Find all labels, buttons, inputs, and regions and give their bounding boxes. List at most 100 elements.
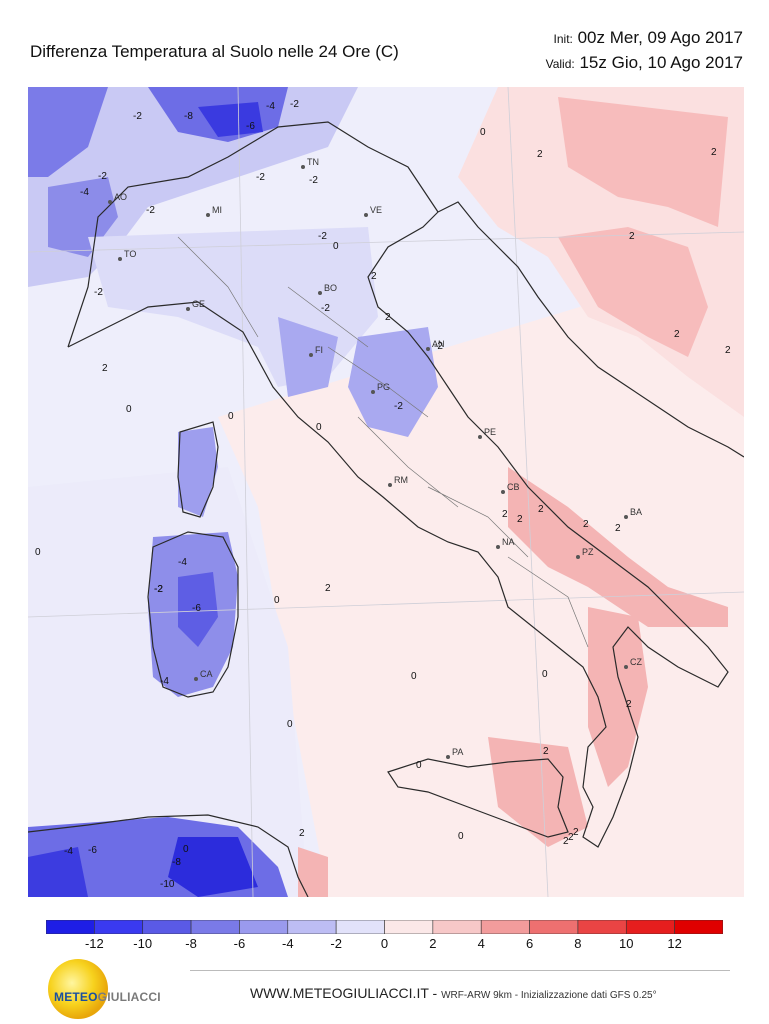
footer-divider <box>190 970 730 971</box>
latitude-line <box>28 231 744 253</box>
colorbar-tick: 2 <box>429 936 437 951</box>
city-label: CA <box>200 669 213 679</box>
city-markers: AO TO MI TN VE GE BO FI AN PG PE RM CB NA BA PZ CZ PA CA <box>108 157 642 759</box>
city-dot <box>371 390 375 394</box>
contour-label: 2 <box>615 523 621 534</box>
contour-label: -6 <box>192 603 201 614</box>
contour-label: -2 <box>309 175 318 186</box>
contour-label: 0 <box>411 671 417 682</box>
contour-label: -2 <box>98 171 107 182</box>
contour-label: 2 <box>325 583 331 594</box>
city-label: BA <box>630 507 642 517</box>
contour-label: 2 <box>674 329 680 340</box>
colorbar-tick: -10 <box>133 936 153 951</box>
colorbar-tick: 8 <box>574 936 582 951</box>
temperature-difference-map: AO TO MI TN VE GE BO FI AN PG PE RM CB NA BA PZ CZ PA CA -… <box>28 87 744 897</box>
colorbar-swatch <box>577 920 627 934</box>
contour-label: 2 <box>711 147 717 158</box>
coastline-sicily <box>387 758 569 838</box>
warm-patch-apulia <box>508 467 728 627</box>
contour-label: 2 <box>583 519 589 530</box>
sun-icon <box>48 959 108 1019</box>
contour-label: 0 <box>35 547 41 558</box>
contour-label: 0 <box>416 760 422 771</box>
contour-label: 2 <box>725 345 731 356</box>
coastline-sardinia <box>147 531 239 698</box>
city-label: PG <box>377 382 390 392</box>
colorbar-swatch <box>287 920 337 934</box>
contour-label: 2 <box>573 827 579 838</box>
colorbar-swatch <box>94 920 144 934</box>
city-dot <box>388 483 392 487</box>
contour-label: -8 <box>184 111 193 122</box>
colorbar-swatch <box>625 920 675 934</box>
city-label: GE <box>192 299 205 309</box>
city-label: PZ <box>582 547 594 557</box>
contour-label: -2 <box>146 205 155 216</box>
cold-patch-umbria <box>348 327 438 437</box>
city-label: AN <box>432 339 445 349</box>
contour-label: -2 <box>434 341 443 352</box>
colorbar-swatch <box>46 920 95 934</box>
colorbar-swatch <box>190 920 240 934</box>
colorbar-swatch <box>480 920 530 934</box>
contour-label: 2 <box>502 509 508 520</box>
city-label: PA <box>452 747 463 757</box>
colorbar-tick: -8 <box>185 936 197 951</box>
valid-label: Valid: <box>545 57 575 71</box>
contour-label: 0 <box>228 411 234 422</box>
contour-label: -6 <box>246 121 255 132</box>
contour-label: 0 <box>316 422 322 433</box>
city-dot <box>206 213 210 217</box>
colorbar-tick: -4 <box>282 936 294 951</box>
city-dot <box>478 435 482 439</box>
contour-label: 2 <box>629 231 635 242</box>
cold-patch-sardinia-core <box>178 572 218 647</box>
contour-label: 0 <box>480 127 486 138</box>
coastline-italy <box>67 211 729 848</box>
contour-label: 0 <box>274 595 280 606</box>
city-label: FI <box>315 345 323 355</box>
city-dot <box>364 213 368 217</box>
contour-label: 2 <box>537 149 543 160</box>
contour-label: -2 <box>256 172 265 183</box>
meteogiuliacci-logo <box>48 959 108 1019</box>
contour-labels: -2 -8-4 -2-60-2 -2-4-2-2-202 2222-2-20202-22… <box>35 99 731 890</box>
warm-patch-balkans-north <box>558 97 728 227</box>
contour-label: -2 <box>154 584 163 595</box>
contour-label: -4 <box>178 557 187 568</box>
city-label: TO <box>124 249 136 259</box>
contour-label: 2 <box>568 832 574 843</box>
colorbar-tick: 12 <box>667 936 682 951</box>
contour-label: 2 <box>626 699 632 710</box>
colorbar-swatch <box>335 920 385 934</box>
run-info: Init: 00z Mer, 09 Ago 2017 Valid: 15z Gi… <box>546 26 743 76</box>
contour-label: 2 <box>543 746 549 757</box>
contour-label: 0 <box>333 241 339 252</box>
colorbar-tick: -6 <box>233 936 246 951</box>
contour-label: -4 <box>160 676 169 687</box>
city-label: BO <box>324 283 337 293</box>
border-alps <box>67 121 439 348</box>
city-dot <box>186 307 190 311</box>
city-label: VE <box>370 205 382 215</box>
city-dot <box>501 490 505 494</box>
contour-label: 2 <box>538 504 544 515</box>
city-label: CB <box>507 482 520 492</box>
warm-patch-malta <box>298 847 328 897</box>
contour-label: 0 <box>183 844 189 855</box>
colorbar-swatch <box>529 920 579 934</box>
colorbar-tick: -12 <box>84 936 104 951</box>
city-label: CZ <box>630 657 642 667</box>
contour-label: -2 <box>290 99 299 110</box>
warm-patch-calabria <box>588 607 648 787</box>
coastline-balkans <box>437 201 744 458</box>
contour-label: 0 <box>126 404 132 415</box>
colorbar-swatch <box>432 920 482 934</box>
city-dot <box>301 165 305 169</box>
map-title: Differenza Temperatura al Suolo nelle 24… <box>30 42 399 61</box>
city-dot <box>624 665 628 669</box>
city-dot <box>496 545 500 549</box>
cold-patch-corsica <box>178 427 218 517</box>
contour-label: 0 <box>542 669 548 680</box>
